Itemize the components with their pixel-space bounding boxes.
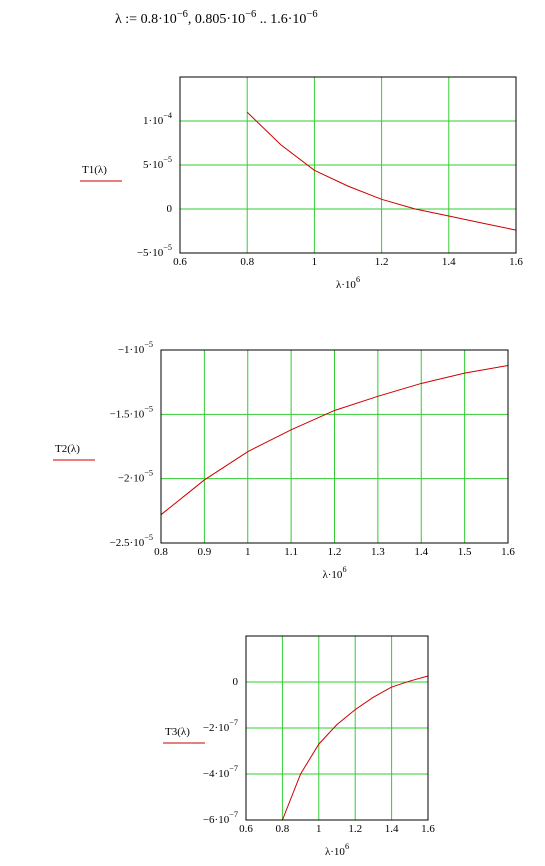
y-axis-label: T3(λ)	[165, 726, 190, 738]
plot-frame	[245, 635, 429, 821]
x-tick-label: 0.8	[154, 546, 168, 558]
x-tick-label: 0.6	[239, 823, 253, 835]
plot-frame	[179, 76, 517, 254]
range-definition: λ := 0.8·10−6, 0.805·10−6 .. 1.6·10−6	[115, 9, 318, 27]
x-tick-label: 1.6	[509, 256, 523, 268]
x-tick-label: 1	[316, 823, 322, 835]
x-tick-label: 1.2	[348, 823, 362, 835]
x-axis-label: λ·106	[325, 842, 349, 857]
x-tick-label: 1.5	[458, 546, 472, 558]
y-tick-label: −1.5·10−5	[110, 405, 153, 420]
y-tick-label: −5·10−5	[137, 243, 172, 258]
x-axis-label: λ·106	[336, 275, 360, 290]
y-tick-label: −1·10−5	[118, 340, 153, 355]
x-tick-label: 1.1	[284, 546, 298, 558]
x-tick-label: 0.9	[198, 546, 212, 558]
y-axis-label: T1(λ)	[82, 164, 107, 176]
x-tick-label: 1.2	[328, 546, 342, 558]
x-axis-label: λ·106	[322, 565, 346, 580]
curve	[246, 111, 516, 231]
curve	[281, 675, 428, 820]
y-tick-label: 5·10−5	[143, 155, 172, 170]
x-tick-label: 1	[312, 256, 318, 268]
y-tick-label: −2·10−7	[203, 718, 238, 733]
y-tick-label: −2·10−5	[118, 469, 153, 484]
y-tick-label: 0	[167, 203, 173, 215]
y-tick-label: −6·10−7	[203, 810, 238, 825]
x-tick-label: 1.6	[501, 546, 515, 558]
x-tick-label: 1.4	[414, 546, 428, 558]
y-tick-label: −4·10−7	[203, 764, 238, 779]
x-tick-label: 1.2	[375, 256, 389, 268]
x-tick-label: 1.4	[385, 823, 399, 835]
y-tick-label: −2.5·10−5	[110, 533, 153, 548]
x-tick-label: 1	[245, 546, 251, 558]
y-tick-label: 1·10−4	[143, 111, 172, 126]
y-tick-label: 0	[233, 676, 239, 688]
x-tick-label: 0.8	[276, 823, 290, 835]
x-tick-label: 1.3	[371, 546, 385, 558]
y-axis-label: T2(λ)	[55, 443, 80, 455]
x-tick-label: 0.8	[240, 256, 254, 268]
curve	[161, 364, 508, 516]
x-tick-label: 1.6	[421, 823, 435, 835]
plot-frame	[160, 349, 509, 544]
x-tick-label: 1.4	[442, 256, 456, 268]
x-tick-label: 0.6	[173, 256, 187, 268]
